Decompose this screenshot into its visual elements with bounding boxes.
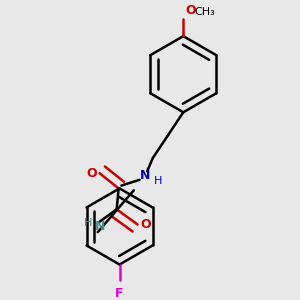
Text: H: H: [84, 218, 92, 228]
Text: CH₃: CH₃: [195, 7, 215, 17]
Text: O: O: [140, 218, 151, 231]
Text: F: F: [115, 287, 124, 300]
Text: O: O: [87, 167, 97, 180]
Text: N: N: [140, 169, 150, 182]
Text: O: O: [185, 4, 196, 17]
Text: H: H: [153, 176, 162, 186]
Text: N: N: [94, 220, 105, 233]
